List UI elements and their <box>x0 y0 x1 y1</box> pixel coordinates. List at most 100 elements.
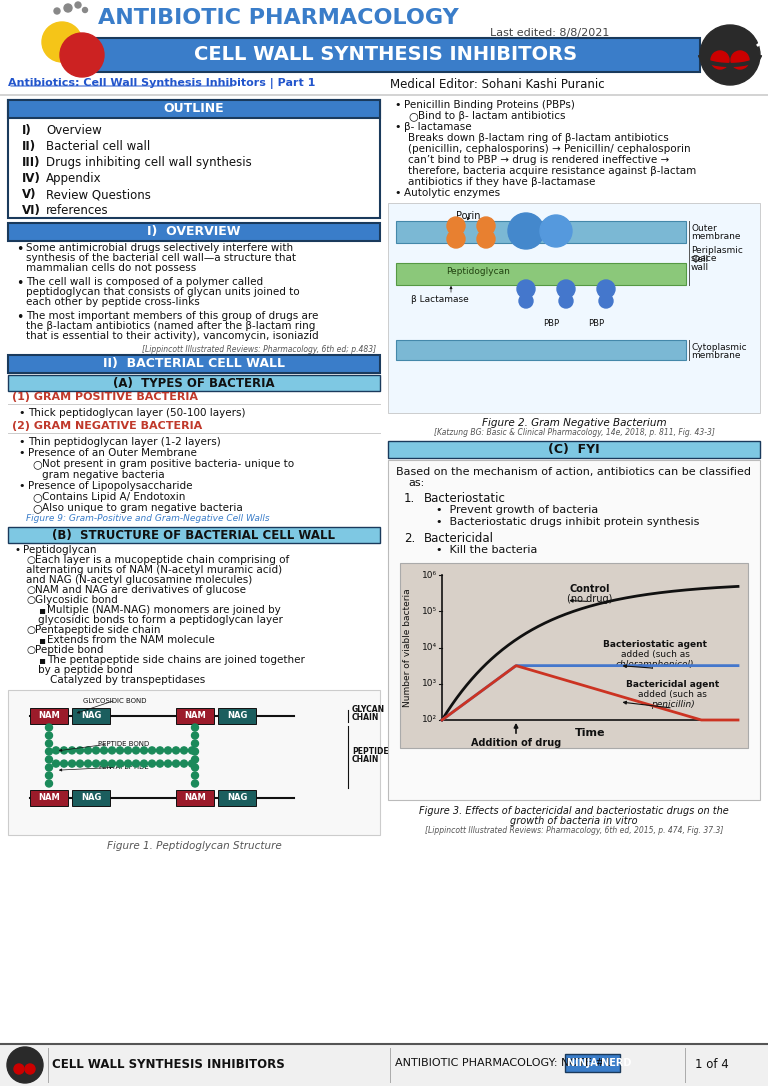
Text: references: references <box>46 204 108 217</box>
Text: Pentapeptide side chain: Pentapeptide side chain <box>35 626 161 635</box>
Circle shape <box>52 747 59 754</box>
Text: ANTIBIOTIC PHARMACOLOGY: NOTE #1.: ANTIBIOTIC PHARMACOLOGY: NOTE #1. <box>395 1058 615 1068</box>
Circle shape <box>191 772 198 779</box>
Text: NAM: NAM <box>38 794 60 803</box>
Polygon shape <box>388 203 760 413</box>
Text: Each layer is a mucopeptide chain comprising of: Each layer is a mucopeptide chain compri… <box>35 555 290 565</box>
Text: •: • <box>18 481 25 491</box>
Polygon shape <box>8 375 380 391</box>
Circle shape <box>7 1047 43 1083</box>
Text: ▪: ▪ <box>38 605 45 615</box>
Circle shape <box>700 25 760 85</box>
Circle shape <box>191 756 198 763</box>
Circle shape <box>14 1064 24 1074</box>
Text: (B)  STRUCTURE OF BACTERIAL CELL WALL: (B) STRUCTURE OF BACTERIAL CELL WALL <box>52 529 336 542</box>
Text: II): II) <box>22 140 36 153</box>
Circle shape <box>508 213 544 249</box>
Circle shape <box>188 747 196 754</box>
Polygon shape <box>72 708 110 724</box>
Circle shape <box>124 760 131 767</box>
Text: Bacteriostatic: Bacteriostatic <box>424 492 506 505</box>
Text: space: space <box>691 254 717 263</box>
Circle shape <box>519 294 533 308</box>
Text: ▪: ▪ <box>38 635 45 645</box>
Polygon shape <box>72 790 110 806</box>
Text: (penicillin, cephalosporins) → Penicillin/ cephalosporin: (penicillin, cephalosporins) → Penicilli… <box>408 144 690 154</box>
Polygon shape <box>400 563 748 748</box>
Circle shape <box>84 760 91 767</box>
Text: ○: ○ <box>26 555 35 565</box>
Text: Figure 9: Gram-Positive and Gram-Negative Cell Walls: Figure 9: Gram-Positive and Gram-Negativ… <box>26 514 270 523</box>
Polygon shape <box>8 100 380 218</box>
Text: ○: ○ <box>32 492 41 502</box>
Text: •  Prevent growth of bacteria: • Prevent growth of bacteria <box>436 505 598 515</box>
Circle shape <box>117 760 124 767</box>
Text: Medical Editor: Sohani Kashi Puranic: Medical Editor: Sohani Kashi Puranic <box>390 78 604 91</box>
Text: Review Questions: Review Questions <box>46 188 151 201</box>
Text: Outer: Outer <box>691 224 717 233</box>
Text: PEPTIDE: PEPTIDE <box>352 746 389 756</box>
Text: therefore, bacteria acquire resistance against β-lactam: therefore, bacteria acquire resistance a… <box>408 166 697 176</box>
Text: Penicillin Binding Proteins (PBPs): Penicillin Binding Proteins (PBPs) <box>404 100 575 110</box>
Text: V): V) <box>22 188 37 201</box>
Text: Also unique to gram negative bacteria: Also unique to gram negative bacteria <box>42 503 243 513</box>
Circle shape <box>141 760 147 767</box>
Text: the β-lactam antibiotics (named after the β-lactam ring: the β-lactam antibiotics (named after th… <box>26 321 316 331</box>
Circle shape <box>477 230 495 248</box>
Circle shape <box>45 748 52 755</box>
Text: [Katzung BG: Basic & Clinical Pharmacology, 14e, 2018, p. 811, Fig. 43-3]: [Katzung BG: Basic & Clinical Pharmacolo… <box>434 428 714 437</box>
Text: Bacterial cell wall: Bacterial cell wall <box>46 140 151 153</box>
Text: •: • <box>16 311 23 324</box>
Text: ○: ○ <box>32 503 41 513</box>
Text: that is essential to their activity), vancomycin, isoniazid: that is essential to their activity), va… <box>26 331 319 341</box>
Circle shape <box>133 760 140 767</box>
Text: Appendix: Appendix <box>46 172 101 185</box>
Circle shape <box>101 747 108 754</box>
Circle shape <box>124 747 131 754</box>
Text: Thick peptidoglycan layer (50-100 layers): Thick peptidoglycan layer (50-100 layers… <box>28 408 246 418</box>
Polygon shape <box>0 0 768 94</box>
Circle shape <box>45 724 52 731</box>
Text: Based on the mechanism of action, antibiotics can be classified: Based on the mechanism of action, antibi… <box>396 467 751 477</box>
Polygon shape <box>0 1044 768 1086</box>
Text: •: • <box>394 188 400 198</box>
Text: Peptide bond: Peptide bond <box>35 645 104 655</box>
Text: PBP: PBP <box>588 319 604 328</box>
Circle shape <box>61 760 68 767</box>
Circle shape <box>164 760 171 767</box>
Circle shape <box>557 280 575 298</box>
Text: chloramphenicol): chloramphenicol) <box>616 660 694 669</box>
Circle shape <box>117 747 124 754</box>
Text: ○: ○ <box>26 645 35 655</box>
Text: •: • <box>16 277 23 290</box>
Circle shape <box>45 740 52 747</box>
Text: NAG: NAG <box>81 711 101 720</box>
Text: PENTAPEPTIDE: PENTAPEPTIDE <box>98 765 149 770</box>
Text: NAG: NAG <box>227 711 247 720</box>
Polygon shape <box>565 1055 620 1072</box>
Circle shape <box>45 732 52 738</box>
Polygon shape <box>388 460 760 800</box>
Text: (1) GRAM POSITIVE BACTERIA: (1) GRAM POSITIVE BACTERIA <box>12 392 198 402</box>
Circle shape <box>447 230 465 248</box>
Circle shape <box>517 280 535 298</box>
Text: 10³: 10³ <box>422 679 437 689</box>
Text: Bacteriostatic agent: Bacteriostatic agent <box>603 641 707 649</box>
Text: Catalyzed by transpeptidases: Catalyzed by transpeptidases <box>50 675 205 685</box>
Text: Bactericidal: Bactericidal <box>424 532 494 545</box>
Circle shape <box>180 747 187 754</box>
Circle shape <box>180 760 187 767</box>
Text: added (such as: added (such as <box>638 690 707 699</box>
Text: and NAG (N-acetyl glucosamine molecules): and NAG (N-acetyl glucosamine molecules) <box>26 574 252 585</box>
Text: ANTIBIOTIC PHARMACOLOGY: ANTIBIOTIC PHARMACOLOGY <box>98 8 458 28</box>
Text: by a peptide bond: by a peptide bond <box>38 665 133 675</box>
Text: β Lactamase: β Lactamase <box>411 295 468 304</box>
Text: growth of bacteria in vitro: growth of bacteria in vitro <box>510 816 637 826</box>
Text: Multiple (NAM-NAG) monomers are joined by: Multiple (NAM-NAG) monomers are joined b… <box>47 605 281 615</box>
Text: Control: Control <box>570 583 611 594</box>
Text: PEPTIDE BOND: PEPTIDE BOND <box>98 741 149 747</box>
Text: I)  OVERVIEW: I) OVERVIEW <box>147 226 240 239</box>
Text: Bind to β- lactam antibiotics: Bind to β- lactam antibiotics <box>418 111 565 121</box>
Text: mammalian cells do not possess: mammalian cells do not possess <box>26 263 197 273</box>
Text: Not present in gram positive bacteria- unique to: Not present in gram positive bacteria- u… <box>42 459 294 469</box>
